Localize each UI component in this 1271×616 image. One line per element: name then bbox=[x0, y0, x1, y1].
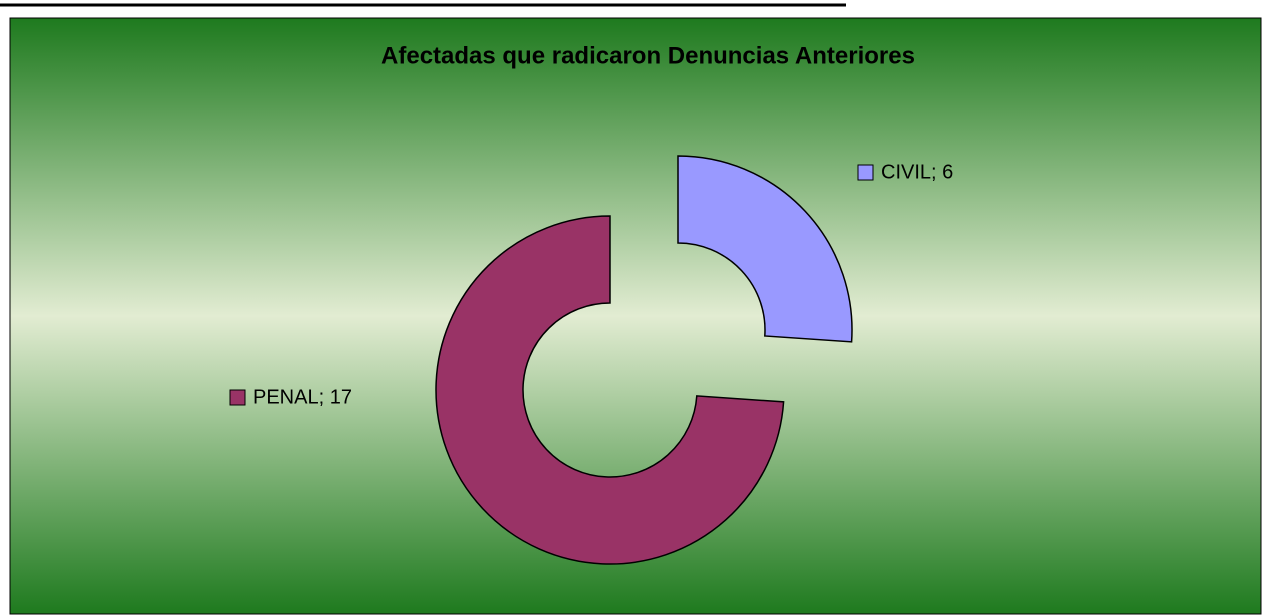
donut-slice: PENAL bbox=[435, 215, 785, 565]
label-key bbox=[857, 164, 874, 181]
data-label: PENAL; 17 bbox=[253, 386, 352, 408]
donut-slice: CIVIL bbox=[677, 155, 853, 343]
data-label: CIVIL; 6 bbox=[881, 161, 953, 183]
chart-area bbox=[9, 17, 1262, 615]
chart-title: Afectadas que radicaron Denuncias Anteri… bbox=[381, 42, 915, 69]
label-key bbox=[229, 389, 246, 406]
